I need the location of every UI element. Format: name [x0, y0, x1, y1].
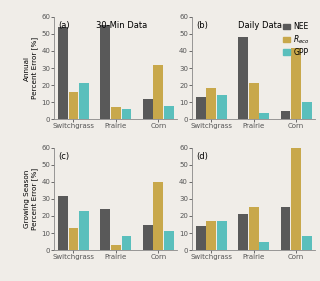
Bar: [196, 226, 205, 250]
Bar: [164, 105, 174, 119]
Bar: [217, 95, 227, 119]
Bar: [58, 27, 68, 119]
Bar: [281, 207, 290, 250]
Y-axis label: Growing Season
Percent Error [%]: Growing Season Percent Error [%]: [24, 168, 38, 230]
Bar: [58, 196, 68, 250]
Bar: [260, 242, 269, 250]
Text: (b): (b): [196, 21, 208, 30]
Bar: [249, 207, 259, 250]
Bar: [122, 236, 132, 250]
Bar: [154, 65, 163, 119]
Bar: [260, 113, 269, 119]
Bar: [196, 97, 205, 119]
Bar: [143, 99, 153, 119]
Text: (d): (d): [196, 152, 208, 161]
Bar: [281, 111, 290, 119]
Text: (a): (a): [58, 21, 70, 30]
Bar: [111, 245, 121, 250]
Bar: [122, 109, 132, 119]
Bar: [164, 231, 174, 250]
Bar: [249, 83, 259, 119]
Bar: [302, 236, 312, 250]
Y-axis label: Annual
Percent Error [%]: Annual Percent Error [%]: [24, 37, 38, 99]
Bar: [302, 102, 312, 119]
Bar: [206, 221, 216, 250]
Text: Daily Data: Daily Data: [238, 21, 282, 30]
Bar: [291, 148, 301, 250]
Bar: [238, 37, 248, 119]
Bar: [154, 182, 163, 250]
Bar: [291, 47, 301, 119]
Bar: [217, 221, 227, 250]
Bar: [100, 25, 110, 119]
Bar: [68, 92, 78, 119]
Bar: [79, 83, 89, 119]
Bar: [206, 89, 216, 119]
Bar: [238, 214, 248, 250]
Bar: [100, 209, 110, 250]
Text: (c): (c): [58, 152, 69, 161]
Bar: [79, 211, 89, 250]
Bar: [111, 107, 121, 119]
Bar: [68, 228, 78, 250]
Text: 30-Min Data: 30-Min Data: [96, 21, 148, 30]
Bar: [143, 225, 153, 250]
Legend: NEE, $R_{eco}$, GPP: NEE, $R_{eco}$, GPP: [282, 21, 311, 58]
